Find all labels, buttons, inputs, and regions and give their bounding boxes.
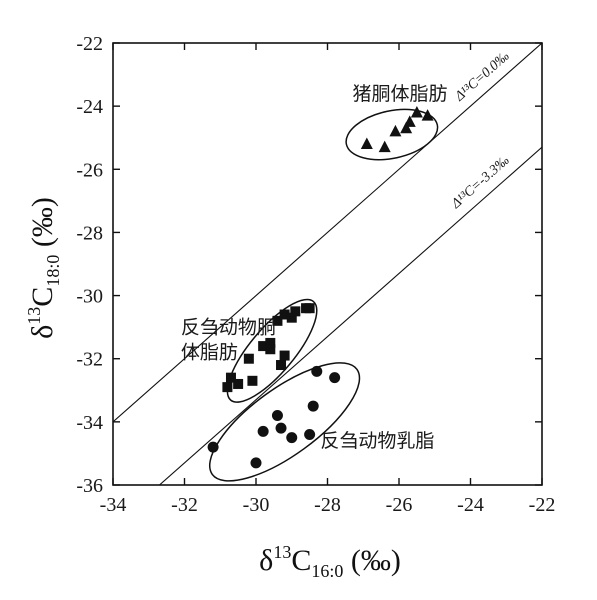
x-tick-label: -34 xyxy=(100,494,127,516)
square-point xyxy=(247,375,258,386)
circle-point xyxy=(271,410,283,422)
square-point xyxy=(265,344,276,355)
triangle-point xyxy=(410,105,423,118)
group-ellipses xyxy=(208,108,439,482)
square-point xyxy=(286,312,297,323)
square-point xyxy=(243,353,254,364)
group-ellipse xyxy=(208,362,361,482)
circle-point xyxy=(207,441,219,453)
y-tick-label: -32 xyxy=(76,349,103,371)
y-tick-label: -28 xyxy=(76,222,103,244)
x-tick-label: -28 xyxy=(314,494,341,516)
y-tick-label: -26 xyxy=(76,159,103,181)
circle-point xyxy=(304,428,316,440)
x-tick-label: -30 xyxy=(243,494,270,516)
group-ellipse xyxy=(345,108,439,161)
square-point xyxy=(279,350,290,361)
x-tick-label: -22 xyxy=(529,494,556,516)
x-tick-label: -26 xyxy=(386,494,413,516)
square-point xyxy=(222,382,233,393)
group-annotation: 反刍动物乳脂 xyxy=(320,430,434,452)
axis-ticks: -34 -32 -30 -28 -26 -24 -22-36-34-32-30-28-26-… xyxy=(76,33,555,516)
group-ellipse xyxy=(226,298,318,403)
circle-point xyxy=(257,425,269,437)
square-point xyxy=(258,341,269,352)
square-point xyxy=(233,378,244,389)
triangle-point xyxy=(403,115,416,127)
square-point xyxy=(279,309,290,320)
reference-line-label: Δ¹³C=-3.3‰ xyxy=(448,153,512,212)
reference-line-labels: Δ¹³C=0.0‰Δ¹³C=-3.3‰ xyxy=(448,49,512,213)
square-point xyxy=(276,360,287,371)
group-annotation: 猪胴体脂肪 xyxy=(353,83,448,105)
reference-lines xyxy=(113,43,542,485)
circle-point xyxy=(329,372,341,384)
x-axis-title: δ13C16:0 (‰) xyxy=(259,542,401,581)
reference-line xyxy=(113,43,542,423)
circle-point xyxy=(275,422,287,434)
circle-point xyxy=(250,457,262,469)
x-tick-label: -32 xyxy=(171,494,198,516)
circle-point xyxy=(307,400,319,412)
y-tick-label: -36 xyxy=(76,475,103,497)
triangle-point xyxy=(389,124,402,137)
triangle-point xyxy=(378,140,391,153)
square-point xyxy=(265,337,276,348)
group-annotation: 体脂肪 xyxy=(181,342,238,364)
square-point xyxy=(290,306,301,317)
y-tick-label: -24 xyxy=(76,96,103,118)
group-annotation: 反刍动物胴 xyxy=(181,316,276,338)
data-points xyxy=(207,105,434,469)
y-tick-label: -34 xyxy=(76,412,103,434)
triangle-point xyxy=(400,121,413,134)
y-axis-title: δ13C18:0 (‰) xyxy=(24,197,63,339)
plot-frame xyxy=(112,42,543,486)
square-point xyxy=(304,303,315,314)
y-tick-label: -30 xyxy=(76,286,103,308)
circle-point xyxy=(286,432,298,444)
x-tick-label: -24 xyxy=(457,494,484,516)
y-tick-label: -22 xyxy=(76,33,103,55)
square-point xyxy=(272,315,283,326)
reference-line xyxy=(158,146,542,485)
triangle-point xyxy=(360,137,373,150)
circle-point xyxy=(311,365,323,377)
square-point xyxy=(225,372,236,383)
triangle-point xyxy=(421,109,434,121)
